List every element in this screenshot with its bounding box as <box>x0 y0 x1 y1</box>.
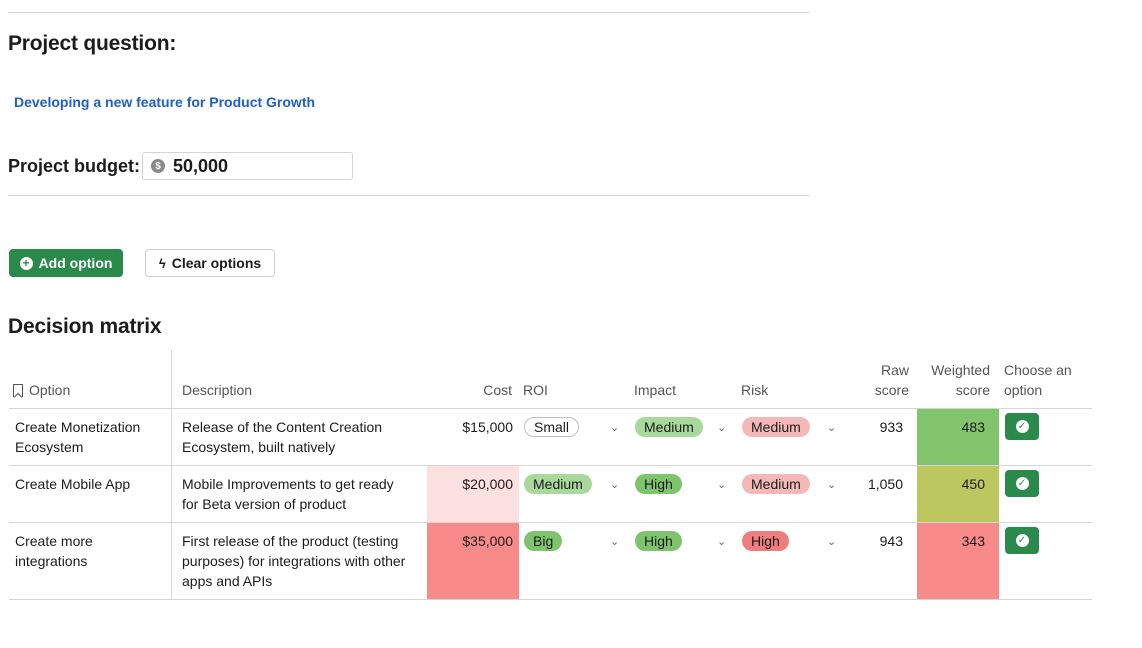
risk-tag[interactable]: Medium <box>742 474 810 494</box>
cost-highlight-background <box>427 523 519 599</box>
description-line2: for Beta version of product <box>182 496 347 512</box>
option-name-line2: Ecosystem <box>15 439 84 455</box>
column-header-raw-score-line1: Raw <box>880 362 909 378</box>
impact-tag[interactable]: High <box>635 474 682 494</box>
description-line3: apps and APIs <box>182 573 273 589</box>
table-row-option: Create Mobile App <box>15 474 130 494</box>
option-name-line1: Create Mobile App <box>15 476 131 492</box>
check-circle-icon: ✓ <box>1015 420 1029 433</box>
option-name-line1: Create Monetization <box>15 419 141 435</box>
column-header-raw-score[interactable]: Raw score <box>849 360 909 400</box>
chevron-down-icon[interactable]: ⌄ <box>717 479 727 491</box>
check-circle-icon: ✓ <box>1015 534 1029 547</box>
roi-tag[interactable]: Medium <box>524 474 592 494</box>
project-budget-value: 50,000 <box>173 155 229 176</box>
clear-options-label: Clear options <box>171 255 262 271</box>
choose-option-button[interactable]: ✓ <box>1005 470 1039 497</box>
cost-value[interactable]: $20,000 <box>462 476 513 492</box>
project-budget-label: Project budget: <box>8 156 141 176</box>
risk-tag[interactable]: High <box>742 531 789 551</box>
column-header-weighted-score-line1: Weighted <box>931 362 990 378</box>
column-header-choose-line1: Choose an <box>1004 362 1072 378</box>
chevron-down-icon[interactable]: ⌄ <box>827 422 837 434</box>
impact-tag[interactable]: Medium <box>635 417 703 437</box>
weighted-score-value: 343 <box>961 533 985 549</box>
cost-value[interactable]: $35,000 <box>462 533 513 549</box>
raw-score-value: 943 <box>879 533 903 549</box>
chevron-down-icon[interactable]: ⌄ <box>610 422 620 434</box>
lightning-icon: ϟ <box>158 255 166 271</box>
column-header-risk[interactable]: Risk <box>741 382 769 398</box>
add-option-label: Add option <box>38 255 113 271</box>
table-row-option: Create more integrations <box>15 531 93 571</box>
weighted-score-background <box>917 523 999 599</box>
option-name-line2: integrations <box>15 553 88 569</box>
description-line1: First release of the product (testing <box>182 533 399 549</box>
clear-options-button[interactable]: ϟ Clear options <box>145 249 275 277</box>
decision-matrix-title: Decision matrix <box>8 315 162 338</box>
column-header-impact[interactable]: Impact <box>634 382 677 398</box>
option-name-line1: Create more <box>15 533 93 549</box>
decision-matrix-table: Option Description Cost ROI Impact Risk … <box>9 350 1092 600</box>
column-header-description[interactable]: Description <box>182 382 253 398</box>
choose-option-button[interactable]: ✓ <box>1005 527 1039 554</box>
table-row-description: Mobile Improvements to get ready for Bet… <box>182 474 394 514</box>
cost-value[interactable]: $15,000 <box>462 419 513 435</box>
project-question-link[interactable]: Developing a new feature for Product Gro… <box>14 94 316 110</box>
choose-option-button[interactable]: ✓ <box>1005 413 1039 440</box>
chevron-down-icon[interactable]: ⌄ <box>827 479 837 491</box>
row-divider <box>9 522 1092 523</box>
weighted-score-background <box>917 409 999 465</box>
chevron-down-icon[interactable]: ⌄ <box>717 536 727 548</box>
description-line2: Ecosystem, built natively <box>182 439 336 455</box>
roi-tag[interactable]: Small <box>524 417 580 437</box>
table-row-description: First release of the product (testing pu… <box>182 531 405 591</box>
column-header-choose[interactable]: Choose an option <box>1004 360 1072 400</box>
column-header-choose-line2: option <box>1004 382 1043 398</box>
chevron-down-icon[interactable]: ⌄ <box>610 536 620 548</box>
plus-circle-icon: + <box>19 256 33 270</box>
weighted-score-background <box>917 466 999 522</box>
description-line1: Release of the Content Creation <box>182 419 383 435</box>
description-line1: Mobile Improvements to get ready <box>182 476 394 492</box>
dollar-coin-icon: $ <box>151 159 165 173</box>
raw-score-value: 933 <box>879 419 903 435</box>
chevron-down-icon[interactable]: ⌄ <box>717 422 727 434</box>
chevron-down-icon[interactable]: ⌄ <box>610 479 620 491</box>
impact-tag[interactable]: High <box>635 531 682 551</box>
check-circle-icon: ✓ <box>1015 477 1029 490</box>
column-header-weighted-score-line2: score <box>955 382 990 398</box>
row-divider <box>9 465 1092 466</box>
budget-divider <box>8 195 810 196</box>
raw-score-value: 1,050 <box>867 476 903 492</box>
add-option-button[interactable]: + Add option <box>9 249 123 277</box>
risk-tag[interactable]: Medium <box>742 417 810 437</box>
column-header-weighted-score[interactable]: Weighted score <box>914 360 990 400</box>
table-bottom-divider <box>9 599 1092 600</box>
column-header-option[interactable]: Option <box>13 380 70 400</box>
table-row-description: Release of the Content Creation Ecosyste… <box>182 417 382 457</box>
project-question-heading: Project question: <box>8 32 177 55</box>
column-divider <box>171 350 172 600</box>
chevron-down-icon[interactable]: ⌄ <box>827 536 837 548</box>
column-header-roi[interactable]: ROI <box>523 382 548 398</box>
description-line2: purposes) for integrations with other <box>182 553 406 569</box>
top-divider <box>8 12 810 13</box>
bookmark-icon <box>13 384 23 397</box>
column-header-option-label: Option <box>29 382 71 398</box>
cost-highlight-background <box>427 466 519 522</box>
column-header-raw-score-line2: score <box>874 382 909 398</box>
project-budget-input[interactable]: $ 50,000 <box>142 152 353 180</box>
column-header-cost[interactable]: Cost <box>483 382 512 398</box>
weighted-score-value: 483 <box>961 419 985 435</box>
header-divider <box>9 408 1092 409</box>
table-row-option: Create Monetization Ecosystem <box>15 417 140 457</box>
roi-tag[interactable]: Big <box>524 531 563 551</box>
weighted-score-value: 450 <box>961 476 985 492</box>
